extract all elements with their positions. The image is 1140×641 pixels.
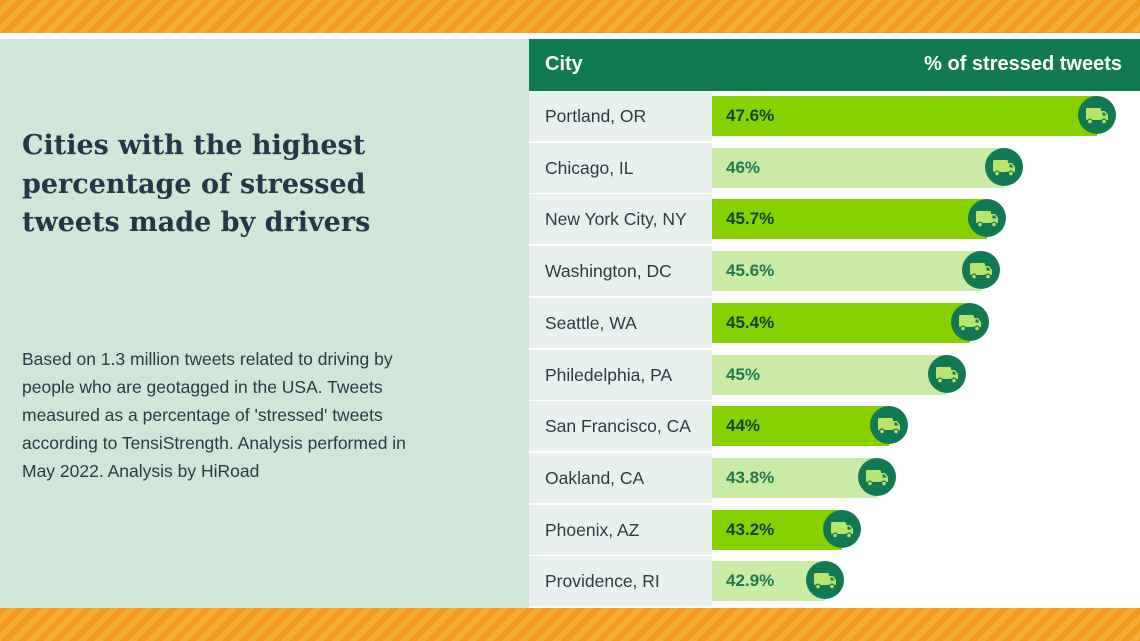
city-label: Chicago, IL [545, 157, 634, 178]
city-cell: Oakland, CA [529, 452, 712, 503]
table-rows: Portland, OR 47.6% Chicago, IL 46% New York … [529, 91, 1140, 608]
value-label: 46% [726, 157, 761, 177]
city-label: Washington, DC [545, 261, 672, 282]
divider [0, 33, 1140, 39]
table-row: Washington, DC 45.6% [529, 246, 1140, 298]
bottom-orange-band [0, 608, 1140, 641]
bar-cell: 43.2% [712, 504, 1140, 555]
table-row: Seattle, WA 45.4% [529, 297, 1140, 350]
city-label: Seattle, WA [545, 312, 637, 333]
city-label: New York City, NY [545, 209, 687, 230]
table-row: Providence, RI 42.9% [529, 556, 1140, 608]
table-row: San Francisco, CA 44% [529, 401, 1140, 453]
city-label: Providence, RI [545, 571, 660, 592]
city-label: Oakland, CA [545, 467, 645, 488]
top-orange-band [0, 0, 1140, 33]
bar: 43.2% [712, 509, 843, 550]
table-row: Oakland, CA 43.8% [529, 452, 1140, 505]
bar: 47.6% [712, 96, 1097, 136]
value-label: 47.6% [726, 106, 775, 125]
bar-cell: 45% [712, 349, 1140, 400]
city-cell: New York City, NY [529, 194, 712, 245]
bar: 46% [712, 147, 1005, 188]
city-cell: Chicago, IL [529, 142, 712, 193]
bar: 45.6% [712, 251, 982, 292]
table-row: Philedelphia, PA 45% [529, 349, 1140, 402]
table-row: Chicago, IL 46% [529, 142, 1140, 195]
truck-icon [950, 302, 989, 341]
value-label: 45.4% [726, 312, 775, 332]
bar: 45% [712, 354, 947, 395]
bar-cell: 44% [712, 401, 1140, 452]
city-label: Phoenix, AZ [545, 519, 640, 540]
table-row: Portland, OR 47.6% [529, 91, 1140, 143]
value-label: 45.7% [726, 209, 775, 229]
city-label: Philedelphia, PA [545, 364, 673, 385]
truck-icon [968, 199, 1007, 238]
truck-icon [806, 561, 844, 600]
city-cell: San Francisco, CA [529, 401, 712, 452]
table-header: City % of stressed tweets [529, 39, 1140, 91]
truck-icon [985, 147, 1024, 186]
value-label: 43.2% [726, 519, 775, 539]
chart-description: Based on 1.3 million tweets related to d… [22, 349, 406, 481]
bar: 45.7% [712, 199, 988, 240]
city-cell: Philedelphia, PA [529, 349, 712, 400]
bar-cell: 47.6% [712, 91, 1140, 141]
city-cell: Washington, DC [529, 246, 712, 297]
truck-icon [858, 457, 897, 496]
bar: 44% [712, 406, 889, 447]
bar: 42.9% [712, 561, 825, 602]
table-row: Phoenix, AZ 43.2% [529, 504, 1140, 557]
city-cell: Portland, OR [529, 91, 712, 141]
table-row: New York City, NY 45.7% [529, 194, 1140, 246]
truck-icon [927, 354, 966, 393]
city-label: San Francisco, CA [545, 416, 691, 437]
column-header-city: City [545, 53, 583, 75]
city-label: Portland, OR [545, 106, 647, 126]
value-label: 42.9% [726, 571, 775, 591]
bar-cell: 46% [712, 142, 1140, 193]
bar-cell: 43.8% [712, 452, 1140, 503]
bar-cell: 45.6% [712, 246, 1140, 297]
chart-title: Cities with the highest percentage of st… [22, 130, 371, 238]
bar: 45.4% [712, 302, 970, 343]
truck-icon [1078, 96, 1116, 134]
value-label: 45% [726, 364, 761, 384]
bar-cell: 45.7% [712, 194, 1140, 245]
city-cell: Seattle, WA [529, 297, 712, 348]
value-label: 43.8% [726, 467, 775, 487]
truck-icon [962, 251, 1001, 290]
data-table: City % of stressed tweets Portland, OR 47… [529, 39, 1140, 608]
info-panel [0, 39, 529, 608]
bar-cell: 45.4% [712, 297, 1140, 348]
column-header-percent: % of stressed tweets [924, 53, 1122, 75]
value-label: 44% [726, 416, 761, 436]
city-cell: Phoenix, AZ [529, 504, 712, 555]
bar: 43.8% [712, 457, 878, 498]
truck-icon [869, 406, 908, 445]
bar-cell: 42.9% [712, 556, 1140, 607]
truck-icon [823, 509, 862, 548]
value-label: 45.6% [726, 261, 775, 281]
city-cell: Providence, RI [529, 556, 712, 607]
